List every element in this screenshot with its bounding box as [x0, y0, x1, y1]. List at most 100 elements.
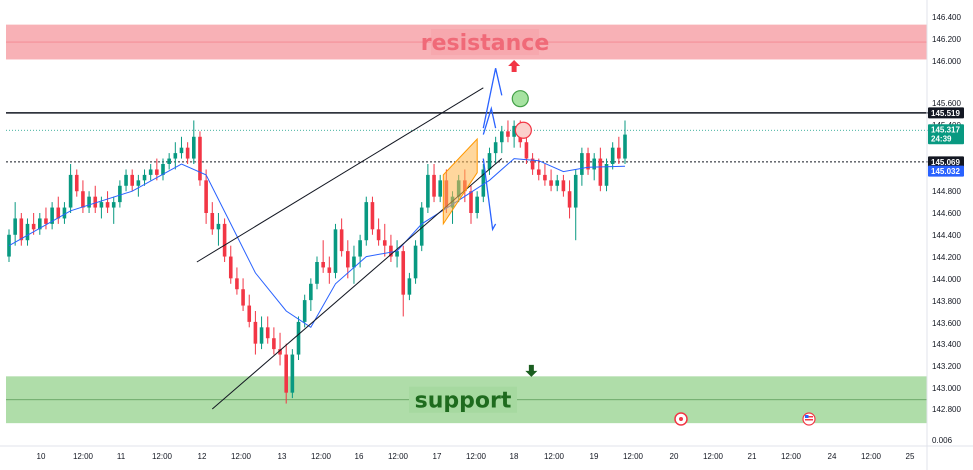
time-tick-label: 21 [748, 452, 757, 461]
price-badge-bg [928, 107, 964, 119]
price-axis[interactable]: 146.400146.200146.000145.600145.400144.8… [926, 0, 961, 470]
candle-body [407, 278, 412, 295]
candle-body [364, 202, 369, 241]
time-tick-label: 18 [510, 452, 519, 461]
candle-body [512, 125, 516, 137]
red-circle-marker [514, 121, 532, 139]
price-tick-label: 143.600 [932, 319, 961, 328]
moving-average-line [8, 158, 626, 329]
candle-body [321, 262, 325, 268]
event-icons[interactable] [674, 412, 816, 426]
channel-upper-line [196, 87, 484, 263]
candle-body [432, 174, 436, 197]
candle-body [56, 207, 61, 219]
time-tick-label: 12:00 [388, 452, 409, 461]
candle-body [506, 131, 510, 137]
time-tick-label: 12:00 [152, 452, 173, 461]
time-tick-label: 12:00 [73, 452, 94, 461]
candle-body [438, 180, 442, 197]
candle-body [204, 180, 208, 213]
candle-body [358, 240, 362, 257]
price-badge-label: 145.032 [931, 167, 960, 176]
candle-body [536, 169, 541, 175]
candle-body [370, 202, 375, 230]
price-tick-label: 143.800 [932, 297, 961, 306]
time-tick-label: 25 [906, 452, 915, 461]
candle-body [25, 223, 30, 241]
candle-body [278, 349, 282, 355]
candle-body [235, 278, 239, 290]
event-icon-economic[interactable] [674, 412, 688, 426]
candle-body [500, 131, 504, 143]
candle-body [74, 174, 79, 192]
candle-body [339, 229, 344, 252]
green-circle-marker [511, 90, 529, 108]
us-flag-icon[interactable] [802, 412, 816, 426]
candle-body [302, 300, 307, 322]
price-tick-label: 144.600 [932, 209, 961, 218]
candles-layer [7, 120, 627, 404]
time-tick-label: 12:00 [544, 452, 565, 461]
price-tick-label: 143.400 [932, 340, 961, 349]
candle-body [327, 267, 332, 273]
price-tick-label: 146.200 [932, 35, 961, 44]
time-tick-label: 12:00 [703, 452, 724, 461]
candle-body [38, 218, 42, 230]
price-tick-label: 144.400 [932, 231, 961, 240]
moving-average-layer [8, 158, 626, 329]
price-badge-bg [928, 165, 964, 177]
candle-body [543, 174, 547, 181]
candle-body [346, 251, 350, 268]
candle-body [580, 153, 584, 175]
forecast-arrow-1 [482, 68, 503, 129]
candle-body [352, 256, 356, 268]
price-tick-label: 145.600 [932, 99, 961, 108]
price-badge-label: 145.317 [931, 126, 960, 135]
candle-body [173, 153, 178, 159]
candle-body [216, 223, 221, 230]
price-axis-bottom-label: 0.006 [932, 436, 953, 445]
candle-body [487, 153, 492, 170]
candle-body [413, 245, 418, 279]
candle-body [524, 142, 529, 159]
candle-body [623, 134, 627, 159]
candle-body [573, 174, 578, 208]
time-axis[interactable]: 10 12:00 11 12:00 12 12:00 13 12:00 16 12:00 17 12:… [0, 445, 973, 461]
time-tick-label: 12:00 [781, 452, 802, 461]
support-label: support [415, 389, 512, 414]
time-tick-label: 12:00 [311, 452, 332, 461]
price-tick-label: 144.200 [932, 253, 961, 262]
candle-body [192, 136, 196, 159]
candle-body [617, 147, 621, 159]
candle-body [382, 240, 387, 246]
time-tick-label: 12:00 [861, 452, 882, 461]
time-tick-label: 12:00 [623, 452, 644, 461]
candle-body [81, 191, 85, 208]
candle-body [50, 207, 54, 224]
forecast-arrow-2 [482, 105, 497, 135]
time-tick-label: 12 [198, 452, 207, 461]
candle-body [142, 174, 147, 181]
candle-body [610, 147, 615, 164]
candle-body [136, 180, 141, 186]
candle-body [31, 223, 36, 230]
candle-body [198, 136, 202, 181]
candle-body [586, 153, 590, 170]
candle-body [259, 327, 264, 344]
candle-body [87, 196, 91, 208]
candle-body [481, 169, 486, 197]
up-arrow-marker [508, 60, 521, 72]
support-label-bg [409, 386, 517, 413]
candle-body [99, 202, 104, 208]
time-tick-label: 24 [828, 452, 837, 461]
candle-body [19, 218, 24, 241]
time-tick-label: 10 [37, 452, 46, 461]
candle-body [296, 321, 301, 355]
candle-body [309, 283, 313, 301]
price-tick-label: 146.400 [932, 13, 961, 22]
candle-body [185, 147, 190, 159]
price-badge-countdown: 24:39 [931, 135, 952, 144]
resistance-label: resistance [421, 31, 550, 56]
